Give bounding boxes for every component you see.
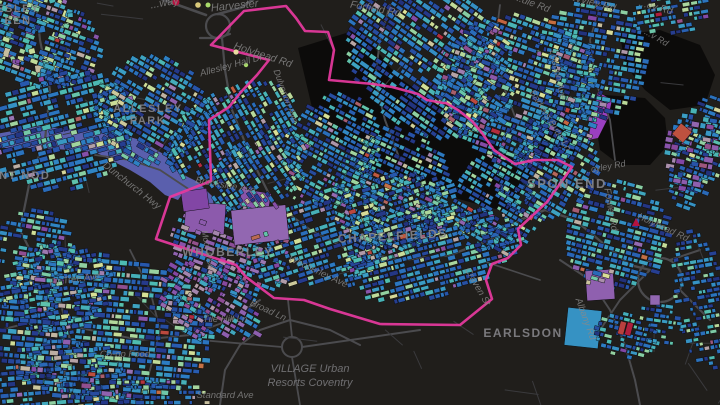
svg-text:WHOBERLEY: WHOBERLEY [182, 245, 274, 259]
svg-text:Resorts Coventry: Resorts Coventry [268, 377, 354, 389]
svg-text:SPON END: SPON END [527, 176, 607, 191]
svg-text:Standard Ave: Standard Ave [196, 390, 253, 401]
svg-text:EARLSDON: EARLSDON [483, 326, 562, 340]
svg-text:Co-op Food: Co-op Food [100, 349, 151, 360]
svg-text:Tile Hill Ln: Tile Hill Ln [203, 314, 247, 325]
svg-text:VILLAGE Urban: VILLAGE Urban [271, 363, 350, 375]
svg-text:OUNT NOD: OUNT NOD [0, 170, 50, 182]
